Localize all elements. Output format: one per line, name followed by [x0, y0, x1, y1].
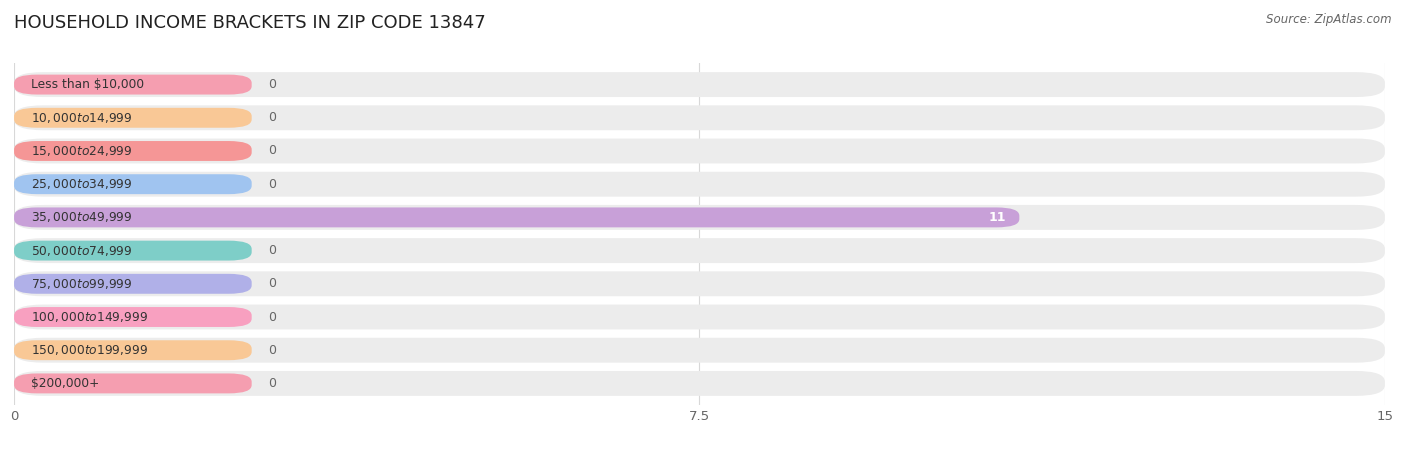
Text: $25,000 to $34,999: $25,000 to $34,999	[31, 177, 132, 191]
FancyBboxPatch shape	[14, 305, 1385, 329]
Text: 0: 0	[269, 310, 276, 324]
FancyBboxPatch shape	[14, 271, 1385, 296]
FancyBboxPatch shape	[14, 174, 252, 194]
Text: $150,000 to $199,999: $150,000 to $199,999	[31, 343, 148, 357]
Text: 11: 11	[988, 211, 1005, 224]
Text: 0: 0	[269, 244, 276, 257]
FancyBboxPatch shape	[14, 207, 1019, 227]
Text: 0: 0	[269, 111, 276, 124]
FancyBboxPatch shape	[14, 371, 1385, 396]
Text: $15,000 to $24,999: $15,000 to $24,999	[31, 144, 132, 158]
Text: $75,000 to $99,999: $75,000 to $99,999	[31, 277, 132, 291]
Text: HOUSEHOLD INCOME BRACKETS IN ZIP CODE 13847: HOUSEHOLD INCOME BRACKETS IN ZIP CODE 13…	[14, 14, 486, 32]
Text: 0: 0	[269, 377, 276, 390]
Text: 0: 0	[269, 344, 276, 357]
Text: $10,000 to $14,999: $10,000 to $14,999	[31, 111, 132, 125]
FancyBboxPatch shape	[14, 307, 252, 327]
FancyBboxPatch shape	[14, 340, 252, 360]
FancyBboxPatch shape	[14, 238, 1385, 263]
FancyBboxPatch shape	[14, 72, 1385, 97]
FancyBboxPatch shape	[14, 205, 1385, 230]
FancyBboxPatch shape	[14, 274, 252, 294]
Text: 0: 0	[269, 178, 276, 191]
FancyBboxPatch shape	[14, 105, 1385, 130]
FancyBboxPatch shape	[14, 108, 252, 128]
FancyBboxPatch shape	[14, 241, 252, 261]
FancyBboxPatch shape	[14, 172, 1385, 197]
Text: $100,000 to $149,999: $100,000 to $149,999	[31, 310, 148, 324]
FancyBboxPatch shape	[14, 374, 252, 393]
Text: $50,000 to $74,999: $50,000 to $74,999	[31, 243, 132, 257]
Text: Source: ZipAtlas.com: Source: ZipAtlas.com	[1267, 14, 1392, 27]
Text: $35,000 to $49,999: $35,000 to $49,999	[31, 211, 132, 225]
Text: Less than $10,000: Less than $10,000	[31, 78, 143, 91]
Text: 0: 0	[269, 144, 276, 158]
Text: $200,000+: $200,000+	[31, 377, 98, 390]
Text: 0: 0	[269, 78, 276, 91]
FancyBboxPatch shape	[14, 139, 1385, 163]
FancyBboxPatch shape	[14, 75, 252, 94]
Text: 0: 0	[269, 277, 276, 290]
FancyBboxPatch shape	[14, 141, 252, 161]
FancyBboxPatch shape	[14, 338, 1385, 363]
